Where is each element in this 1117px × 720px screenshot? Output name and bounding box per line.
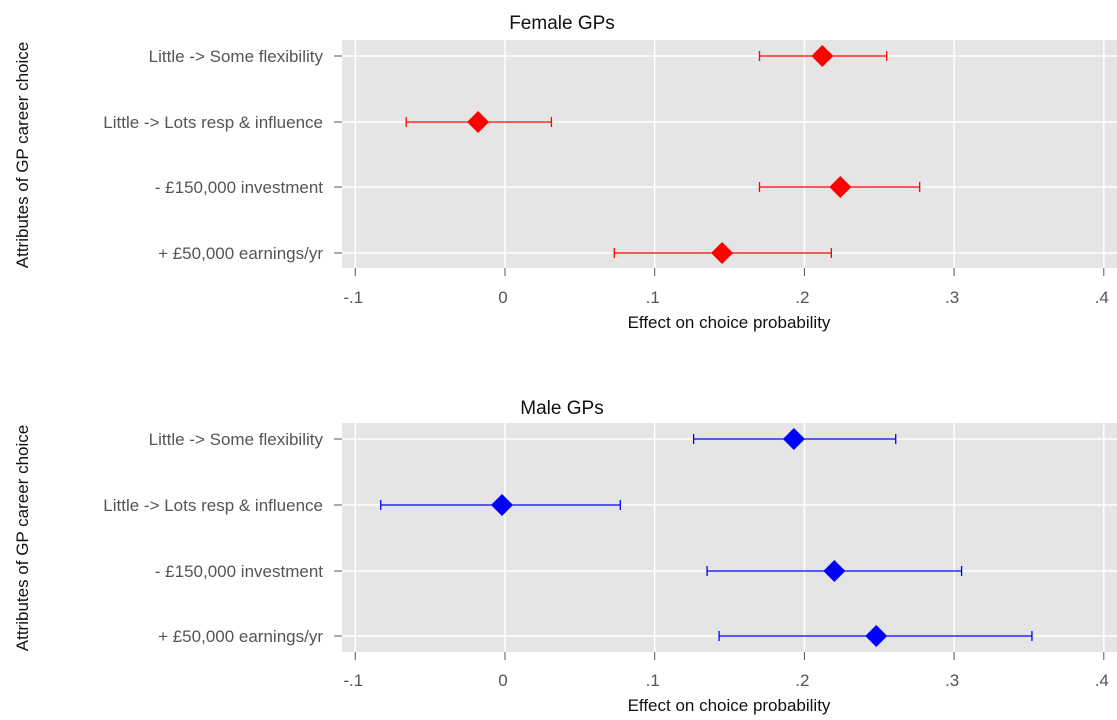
chart-title: Male GPs (520, 398, 603, 419)
x-tick-label: .2 (795, 671, 809, 690)
y-tick-label: - £150,000 investment (155, 562, 323, 581)
chart-panel-male: Male GPs Little -> Some flexibility Little… (13, 398, 1117, 715)
point-estimate-marker (823, 560, 846, 582)
x-tick-label: -.1 (343, 671, 363, 690)
x-tick-label: .3 (945, 671, 959, 690)
y-tick-label: Little -> Some flexibility (149, 47, 324, 66)
x-tick-label: .1 (646, 288, 660, 307)
point-estimate-marker (782, 428, 805, 450)
y-tick-label: + £50,000 earnings/yr (158, 627, 323, 646)
point-estimate-marker (865, 625, 888, 647)
x-tick-label: -.1 (343, 288, 363, 307)
y-axis-label: Attributes of GP career choice (13, 425, 32, 651)
y-tick-label: + £50,000 earnings/yr (158, 244, 323, 263)
point-estimate-marker (711, 242, 734, 264)
y-tick-label: - £150,000 investment (155, 178, 323, 197)
plot-background (342, 423, 1117, 652)
point-estimate-marker (811, 45, 834, 67)
y-axis-label: Attributes of GP career choice (13, 42, 32, 268)
y-tick-label: Little -> Some flexibility (149, 430, 324, 449)
x-tick-label: .3 (945, 288, 959, 307)
x-tick-label: .4 (1095, 288, 1109, 307)
y-tick-label: Little -> Lots resp & influence (103, 496, 323, 515)
point-estimate-marker (467, 111, 490, 133)
x-tick-label: .1 (646, 671, 660, 690)
point-estimate-marker (491, 494, 514, 516)
plot-background (342, 40, 1117, 268)
x-tick-label: 0 (498, 671, 507, 690)
y-tick-label: Little -> Lots resp & influence (103, 113, 323, 132)
point-estimate-marker (829, 176, 852, 198)
chart-panel-female: Female GPs Little -> Some flexibility Litt… (13, 13, 1117, 332)
x-axis-label: Effect on choice probability (628, 313, 831, 332)
x-axis-label: Effect on choice probability (628, 696, 831, 715)
x-tick-label: .2 (795, 288, 809, 307)
x-tick-label: .4 (1095, 671, 1109, 690)
chart-title: Female GPs (509, 13, 615, 34)
x-tick-label: 0 (498, 288, 507, 307)
